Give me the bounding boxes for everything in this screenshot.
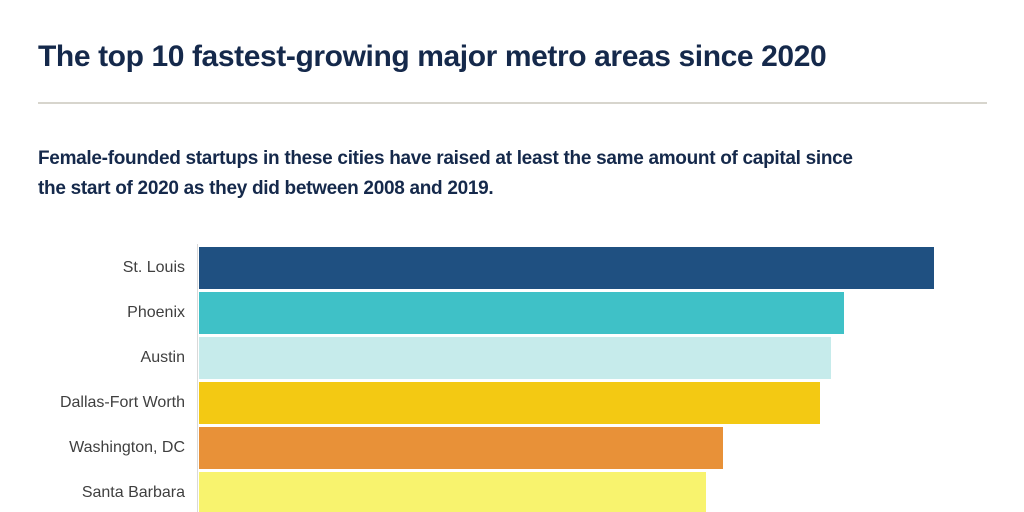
y-axis-line [197, 244, 198, 512]
bar-chart: St. Louis Phoenix Austin Dallas-Fort Wor… [0, 244, 1024, 512]
subtitle-line-2: the start of 2020 as they did between 20… [38, 178, 494, 199]
page-title: The top 10 fastest-growing major metro a… [38, 40, 827, 73]
divider [38, 102, 987, 104]
bar[interactable] [199, 337, 831, 379]
subtitle-line-1: Female-founded startups in these cities … [38, 148, 853, 169]
chart-row: Phoenix [0, 292, 1024, 337]
page-subtitle: Female-founded startups in these cities … [38, 144, 853, 204]
bar-label: Washington, DC [69, 439, 185, 456]
chart-row: Washington, DC [0, 427, 1024, 472]
bar[interactable] [199, 382, 820, 424]
bar-label: St. Louis [122, 259, 185, 276]
bar[interactable] [199, 472, 706, 512]
bar-label: Santa Barbara [81, 484, 185, 501]
bar-label: Phoenix [127, 304, 185, 321]
chart-row: Austin [0, 337, 1024, 382]
chart-rows: St. Louis Phoenix Austin Dallas-Fort Wor… [0, 247, 1024, 512]
chart-row: Dallas-Fort Worth [0, 382, 1024, 427]
chart-row: Santa Barbara [0, 472, 1024, 512]
bar[interactable] [199, 247, 934, 289]
chart-row: St. Louis [0, 247, 1024, 292]
bar[interactable] [199, 427, 723, 469]
bar-label: Austin [140, 349, 185, 366]
bar[interactable] [199, 292, 844, 334]
bar-label: Dallas-Fort Worth [59, 394, 185, 411]
